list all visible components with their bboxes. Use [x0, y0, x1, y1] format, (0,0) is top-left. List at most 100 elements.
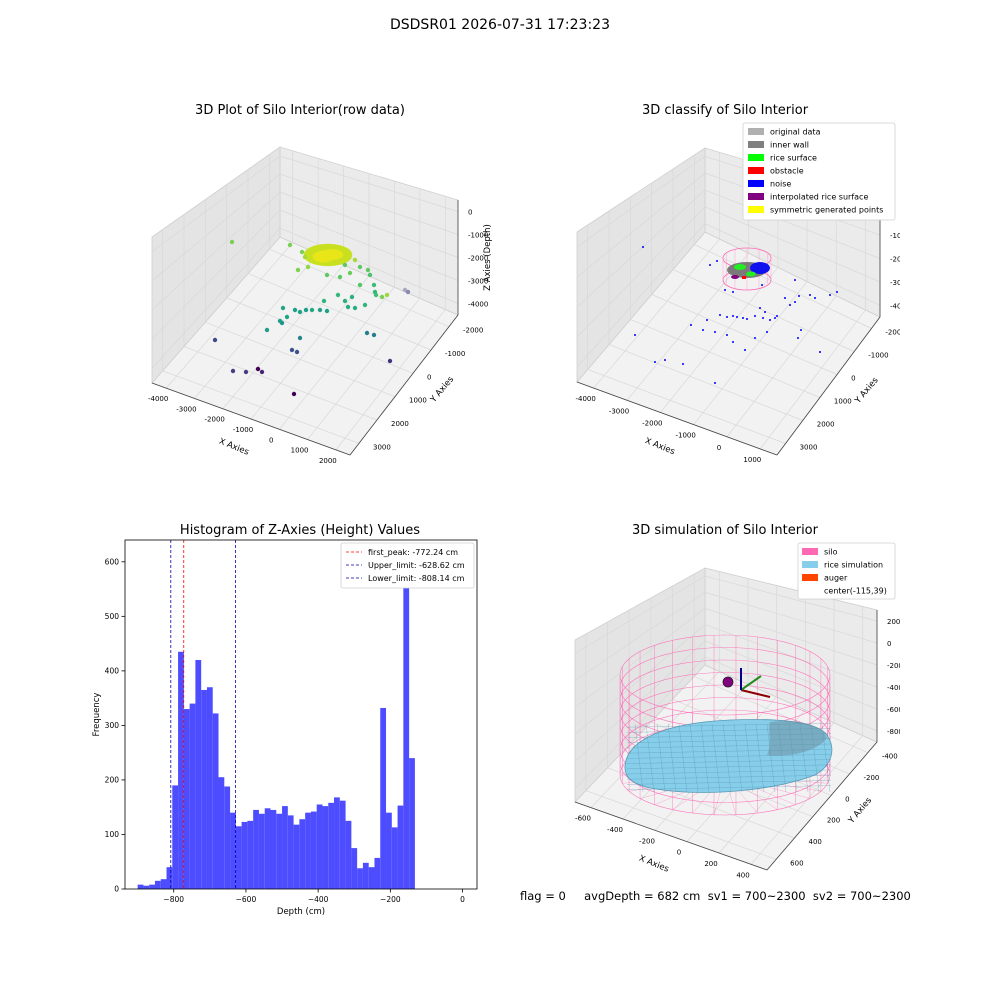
plot2-obstacle: [742, 276, 746, 279]
plot1-x-tick-label: 1000: [291, 447, 309, 455]
plot2-legend-swatch: [748, 141, 764, 148]
plot4-z-gridline: [574, 575, 878, 654]
plot4-x-tick-label: 400: [736, 871, 749, 879]
plot1-data-point: [243, 369, 249, 375]
plot2-noise-point: [716, 260, 718, 262]
plot2-noise-point: [634, 334, 636, 336]
plot4-rice-mesh: [626, 775, 832, 780]
plot4-x-tick-label: -600: [575, 815, 591, 823]
plot2-noise-point: [836, 291, 838, 293]
plot1-data-point: [302, 254, 308, 260]
plot4-x-tick-label: 200: [704, 860, 717, 868]
plot2-x-tick-label: -4000: [575, 395, 595, 403]
plot2-y-tick-label: 0: [851, 375, 855, 383]
plot1-data-point: [324, 272, 330, 278]
histogram-bar: [305, 812, 311, 889]
plot1-data-point: [352, 305, 358, 311]
plot2-x-tick-label: -2000: [642, 419, 662, 427]
plot2-x-tick-label: -3000: [609, 407, 629, 415]
plot2-legend-swatch: [748, 167, 764, 174]
plot1-y-tick-label: 1000: [409, 397, 427, 405]
plot2-y-gridline: [587, 225, 786, 444]
plot2-y-gridline: [651, 183, 838, 375]
plot1-z-tick-label: -2000: [468, 255, 488, 263]
histogram-bar: [206, 687, 213, 889]
plot2-noise-point: [794, 301, 796, 303]
histogram-y-tick-label: 600: [105, 557, 120, 566]
plot2-noise-point: [759, 307, 761, 309]
histogram-y-tick-label: 100: [105, 830, 120, 839]
plot4-title: 3D simulation of Silo Interior: [632, 523, 818, 538]
histogram-y-tick-label: 500: [105, 612, 120, 621]
histogram-x-tick-label: −400: [308, 895, 329, 904]
plot2-noise-point: [732, 315, 734, 317]
plot2-z-gridline: [576, 189, 881, 308]
plot4-rice-mesh: [626, 764, 832, 769]
plot1-x-tick-label: -4000: [148, 395, 168, 403]
plot4-z-gridline: [574, 624, 878, 735]
plot2-y-tick-label: 2000: [817, 421, 835, 429]
plot2-y-tick-label: -1000: [868, 352, 888, 360]
plot4-z-tick-label: -400: [887, 684, 900, 692]
plot1-data-point: [305, 264, 311, 270]
histogram-bar: [287, 815, 294, 889]
plot1-data-point: [287, 242, 293, 248]
plot1-x-axis-line: [151, 382, 351, 456]
plot1-data-point: [371, 332, 377, 338]
plot4-legend-swatch: [802, 574, 818, 581]
plot1-z-tick-label: 0: [468, 209, 472, 217]
plot4-rice-mesh: [678, 723, 688, 793]
plot2-y-axis-line: [776, 316, 881, 456]
histogram-bar: [293, 824, 300, 889]
plot2-noise-point: [769, 319, 771, 321]
plot1-data-point: [317, 307, 323, 313]
plot2-legend-swatch: [748, 180, 764, 187]
histogram-legend-label: Upper_limit: -628.62 cm: [368, 561, 465, 570]
plot4-rice-mesh: [667, 723, 677, 793]
histogram-bar: [380, 707, 387, 889]
plot4-z-tick-label: -800: [887, 728, 900, 736]
plot2-noise-point: [714, 382, 716, 384]
plot1-x-gridline: [279, 181, 395, 430]
plot2-x-gridline: [760, 195, 866, 450]
plot1-data-point: [384, 292, 390, 298]
plot4-rice-mesh: [711, 723, 721, 793]
histogram-legend-box: [340, 542, 475, 589]
plot1-y-gridline: [247, 169, 432, 351]
plot4-y-tick-label: -200: [864, 774, 880, 782]
plot1-data-point: [229, 239, 235, 245]
plot2-legend-swatch: [748, 154, 764, 161]
plot2-y-gridline: [608, 211, 803, 421]
plot2-z-tick-label: -2000: [890, 256, 900, 264]
plot1-data-point: [297, 309, 303, 315]
plot4-rice-mesh: [626, 759, 832, 764]
histogram-x-tick-label: −200: [380, 895, 401, 904]
histogram-bar: [270, 809, 277, 889]
plot2-legend-label: symmetric generated points: [770, 206, 883, 215]
histogram-bar: [247, 820, 254, 889]
histogram-bar: [218, 777, 225, 889]
histogram-bar: [183, 709, 190, 889]
plot1-surface-point: [343, 252, 348, 257]
histogram-bar: [345, 820, 352, 889]
plot2-z-tick-label: -4000: [890, 302, 900, 310]
histogram-chart: −800 −600 −400 −200 0 0 100 200 300 400 500 600 Dept…: [92, 539, 478, 917]
plot4-rice-mesh: [755, 723, 765, 793]
plot4-rice-mesh: [656, 723, 666, 793]
histogram-frame: [124, 539, 478, 890]
plot1-data-point: [379, 294, 385, 300]
plot2-noise-point: [762, 317, 764, 319]
histogram-bar: [160, 879, 167, 889]
plot1-data-point: [367, 272, 373, 278]
plot2-legend-label: noise: [770, 180, 791, 189]
plot1-3d-scatter: -4000 -3000 -2000 -1000 0 1000 2000 3000 2000 100…: [148, 146, 493, 465]
status-footer: flag = 0 avgDepth = 682 cm sv1 = 700~230…: [520, 889, 911, 903]
plot4-x-gridline: [686, 592, 806, 842]
plot1-z-gridline: [151, 209, 459, 340]
plot2-noise-point: [702, 329, 704, 331]
plot2-noise-point: [746, 318, 748, 320]
plot1-data-point: [387, 358, 393, 364]
plot2-legend-swatch: [748, 206, 764, 213]
plot2-noise-point: [690, 324, 692, 326]
plot2-x-tick-label: 0: [717, 444, 721, 452]
